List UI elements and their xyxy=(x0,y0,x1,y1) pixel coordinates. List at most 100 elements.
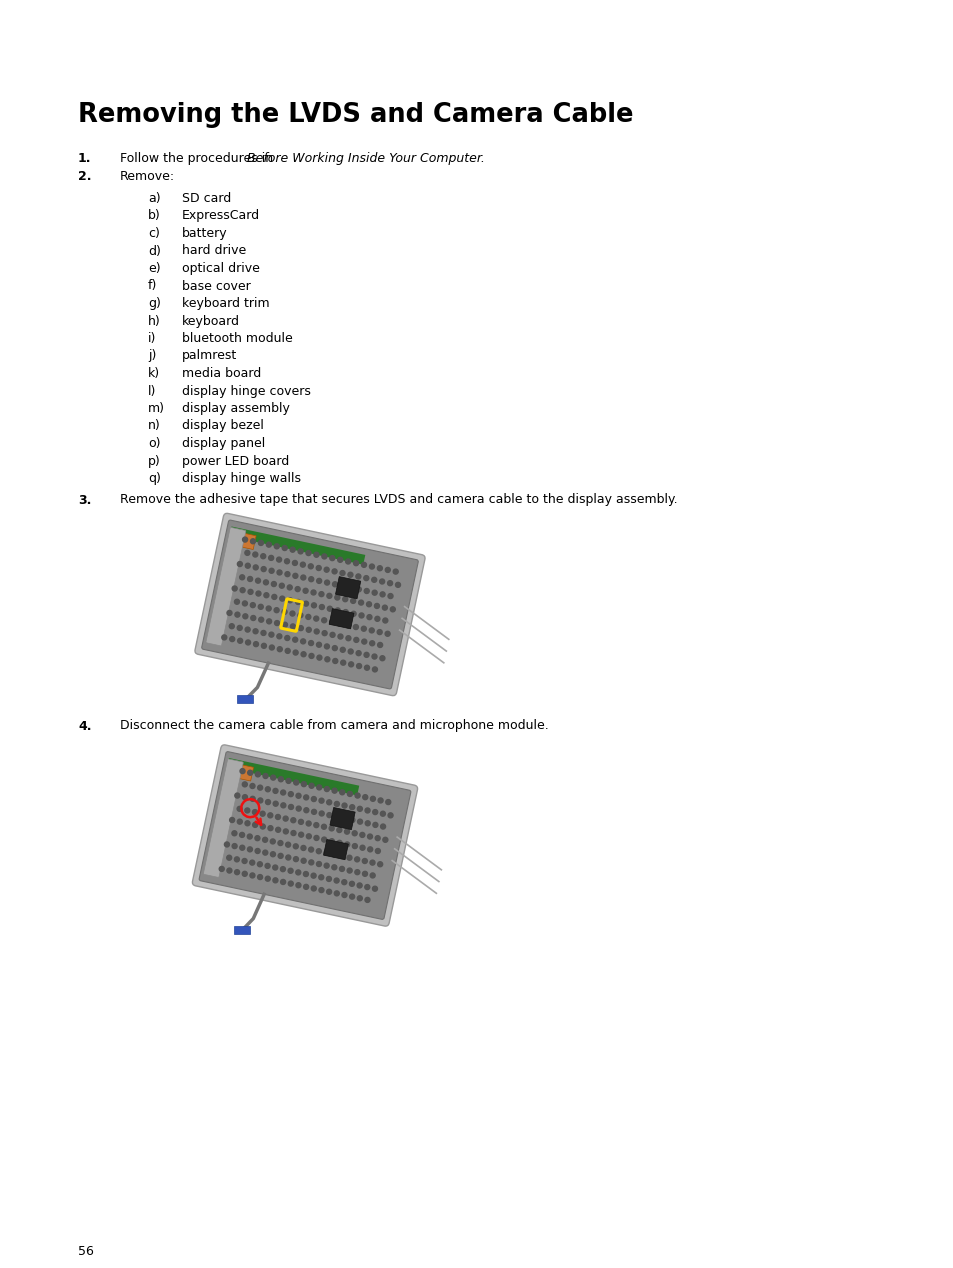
Circle shape xyxy=(370,872,375,877)
Circle shape xyxy=(278,853,283,858)
Circle shape xyxy=(288,804,294,809)
Circle shape xyxy=(270,852,275,857)
Circle shape xyxy=(332,645,337,650)
Text: SD card: SD card xyxy=(182,191,231,205)
Circle shape xyxy=(359,846,365,851)
Circle shape xyxy=(385,631,390,637)
Circle shape xyxy=(385,800,391,805)
Circle shape xyxy=(280,790,285,795)
Text: Before Working Inside Your Computer.: Before Working Inside Your Computer. xyxy=(247,152,484,165)
Circle shape xyxy=(327,606,332,611)
Circle shape xyxy=(311,886,316,891)
Circle shape xyxy=(352,843,357,848)
Circle shape xyxy=(288,881,293,886)
Circle shape xyxy=(264,592,269,597)
Text: 4.: 4. xyxy=(78,719,91,733)
Circle shape xyxy=(230,637,234,642)
Circle shape xyxy=(260,824,265,829)
Circle shape xyxy=(234,792,239,798)
Circle shape xyxy=(300,574,306,579)
Circle shape xyxy=(293,843,298,848)
Circle shape xyxy=(364,588,369,593)
Text: display bezel: display bezel xyxy=(182,420,264,432)
Circle shape xyxy=(387,581,393,586)
Circle shape xyxy=(335,814,339,819)
Circle shape xyxy=(242,538,248,543)
Text: display hinge covers: display hinge covers xyxy=(182,384,311,397)
Circle shape xyxy=(242,601,247,606)
Circle shape xyxy=(311,796,316,801)
Circle shape xyxy=(258,618,263,623)
Circle shape xyxy=(234,600,239,605)
Circle shape xyxy=(269,645,274,650)
Circle shape xyxy=(257,785,262,790)
Circle shape xyxy=(326,889,332,894)
FancyBboxPatch shape xyxy=(229,763,253,781)
FancyBboxPatch shape xyxy=(194,514,425,696)
Circle shape xyxy=(237,625,242,630)
Circle shape xyxy=(276,569,282,574)
Circle shape xyxy=(316,643,321,647)
Circle shape xyxy=(261,630,266,635)
Circle shape xyxy=(385,567,390,572)
Circle shape xyxy=(297,549,303,554)
Circle shape xyxy=(388,813,393,818)
Circle shape xyxy=(269,568,274,573)
Circle shape xyxy=(273,865,277,870)
Circle shape xyxy=(388,593,393,598)
Circle shape xyxy=(286,855,291,860)
Text: display panel: display panel xyxy=(182,437,265,450)
Circle shape xyxy=(295,870,300,875)
Circle shape xyxy=(279,596,284,601)
Circle shape xyxy=(295,806,301,812)
Circle shape xyxy=(330,633,335,638)
Circle shape xyxy=(277,841,283,846)
Circle shape xyxy=(332,865,336,870)
Circle shape xyxy=(312,809,316,814)
Circle shape xyxy=(309,847,314,852)
Circle shape xyxy=(293,560,297,566)
Text: b): b) xyxy=(148,209,161,222)
Circle shape xyxy=(274,607,279,612)
Circle shape xyxy=(242,795,247,800)
Circle shape xyxy=(336,828,341,833)
Circle shape xyxy=(271,582,276,587)
Circle shape xyxy=(355,650,361,656)
Circle shape xyxy=(262,837,268,842)
Circle shape xyxy=(321,824,326,829)
Circle shape xyxy=(280,880,285,885)
Circle shape xyxy=(382,837,388,842)
Text: palmrest: palmrest xyxy=(182,350,237,363)
Circle shape xyxy=(314,823,318,828)
Circle shape xyxy=(293,650,298,656)
Circle shape xyxy=(245,628,250,631)
Circle shape xyxy=(303,871,308,876)
Circle shape xyxy=(344,829,349,834)
Circle shape xyxy=(365,898,370,903)
Circle shape xyxy=(285,635,290,640)
Circle shape xyxy=(280,866,285,871)
Circle shape xyxy=(350,805,355,810)
Circle shape xyxy=(334,891,339,896)
Circle shape xyxy=(283,829,288,834)
FancyBboxPatch shape xyxy=(227,758,359,795)
Circle shape xyxy=(370,860,375,865)
Circle shape xyxy=(354,560,358,566)
Circle shape xyxy=(372,886,377,891)
Circle shape xyxy=(359,832,364,837)
Circle shape xyxy=(355,857,359,862)
Text: Removing the LVDS and Camera Cable: Removing the LVDS and Camera Cable xyxy=(78,101,633,128)
FancyBboxPatch shape xyxy=(206,527,246,645)
Circle shape xyxy=(337,621,342,626)
Circle shape xyxy=(348,662,354,667)
Circle shape xyxy=(329,825,334,831)
Text: keyboard trim: keyboard trim xyxy=(182,297,270,309)
Circle shape xyxy=(355,574,360,579)
Text: q): q) xyxy=(148,472,161,484)
Circle shape xyxy=(340,647,345,652)
Circle shape xyxy=(364,666,369,671)
Circle shape xyxy=(253,629,258,634)
Circle shape xyxy=(298,819,303,824)
Circle shape xyxy=(332,852,336,857)
Circle shape xyxy=(242,782,247,787)
